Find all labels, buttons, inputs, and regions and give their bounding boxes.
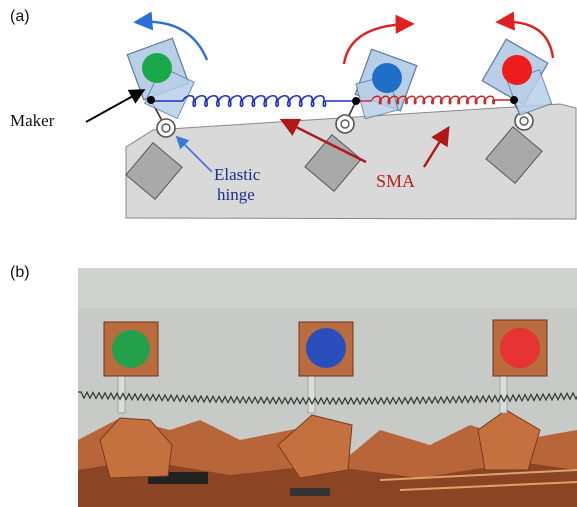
panel-label-b: (b)	[10, 264, 30, 281]
curved-rotation-arrow-icon	[133, 11, 209, 61]
marker-green	[126, 37, 195, 120]
elastic-hinge-label-line2: hinge	[217, 185, 255, 204]
hinge-block-middle	[304, 133, 362, 193]
marker-blue	[354, 48, 418, 120]
blue-dot	[372, 63, 402, 93]
curved-rotation-arrow-icon	[342, 14, 415, 65]
sma-label: SMA	[376, 171, 416, 191]
elastic-spring	[182, 94, 327, 108]
pointer-arrow-icon	[279, 118, 367, 164]
marker-red	[481, 38, 553, 116]
green-dot	[142, 53, 172, 83]
elastic-hinge-label-line1: Elastic	[214, 165, 261, 184]
sma-spring	[371, 95, 496, 105]
red-dot	[502, 55, 532, 85]
pointer-arrow-icon	[85, 89, 146, 123]
pin-joint-icon	[335, 114, 355, 134]
hinge-block-left	[125, 141, 183, 201]
hinge-block-right	[485, 125, 543, 185]
pin-joint-icon	[156, 118, 176, 138]
curved-rotation-arrow-icon	[495, 11, 555, 59]
photograph	[78, 268, 577, 507]
marker-label: Maker	[10, 111, 55, 130]
pin-joint-icon	[514, 111, 534, 131]
pointer-arrow-icon	[175, 135, 213, 173]
panel-label-a: (a)	[10, 8, 30, 25]
pointer-arrow-icon	[422, 125, 450, 168]
